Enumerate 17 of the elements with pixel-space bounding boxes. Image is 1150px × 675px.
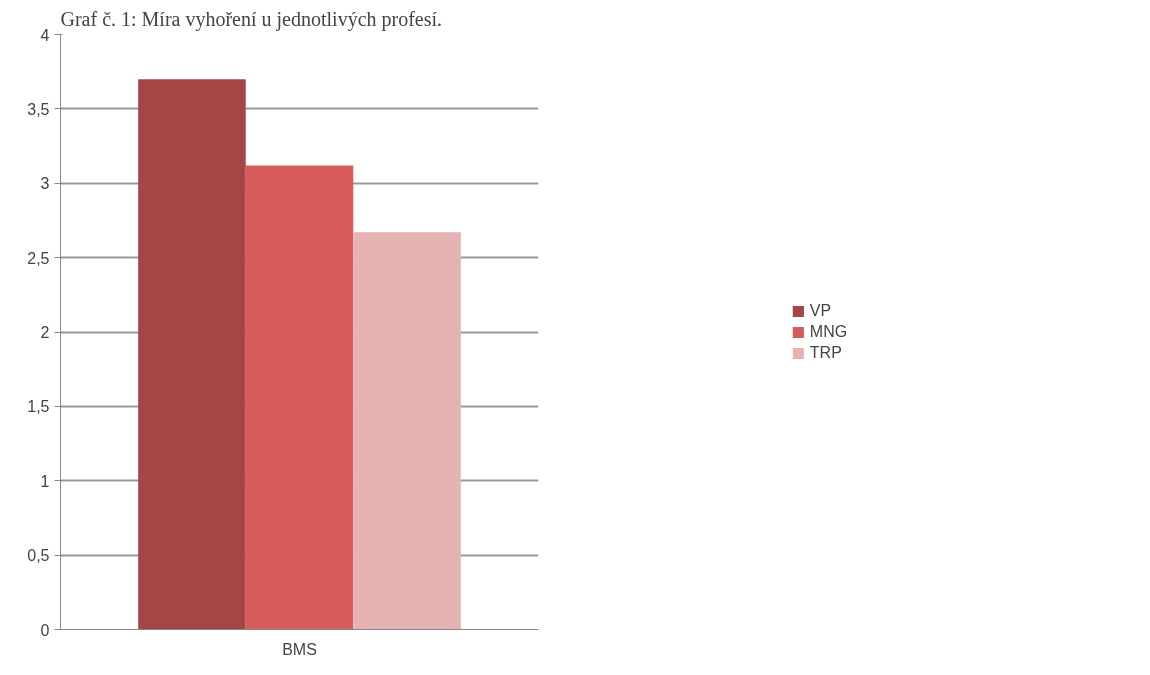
legend-label: VP [809, 301, 832, 320]
chart-title: Graf č. 1: Míra vyhoření u jednotlivých profesí. [60, 7, 443, 31]
y-tick-label: 1,5 [27, 398, 50, 416]
bar [245, 165, 354, 630]
legend-label: TRP [809, 343, 842, 362]
bar [138, 79, 246, 630]
x-tick-label: BMS [282, 640, 317, 658]
y-tick-label: 3 [40, 175, 50, 193]
y-tick-label: 0 [40, 621, 50, 639]
y-tick-label: 1 [40, 472, 50, 490]
y-tick-label: 0,5 [27, 547, 50, 565]
y-tick-label: 2,5 [27, 249, 50, 267]
y-tick-label: 2 [40, 324, 50, 341]
bar [353, 232, 461, 630]
y-tick-label: 4 [40, 26, 50, 44]
legend-label: MNG [809, 322, 848, 341]
y-tick-label: 3,5 [27, 100, 50, 118]
